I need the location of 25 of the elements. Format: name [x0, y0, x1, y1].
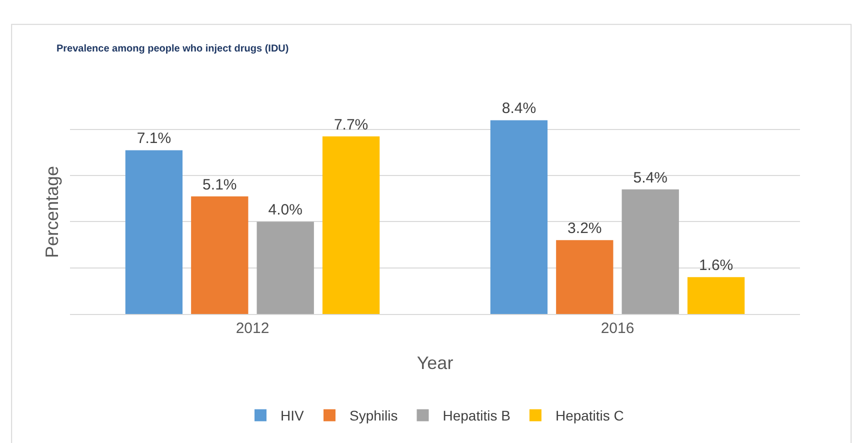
- x-tick-label: 2012: [236, 320, 270, 337]
- bar: [256, 222, 314, 314]
- y-axis-title: Percentage: [42, 166, 62, 258]
- bar: [125, 150, 183, 314]
- data-label: 1.6%: [698, 257, 734, 274]
- bar: [322, 136, 380, 314]
- chart-title: Prevalence among people who inject drugs (IDU): [56, 43, 289, 54]
- bar: [490, 120, 548, 314]
- data-label: 8.4%: [502, 100, 536, 118]
- data-label: 7.7%: [334, 116, 368, 134]
- data-label: 7.1%: [136, 130, 172, 148]
- legend-label: Hepatitis C: [555, 408, 624, 424]
- x-tick-label: 2016: [600, 320, 634, 337]
- legend-label: Hepatitis B: [442, 408, 510, 424]
- bar: [556, 240, 614, 314]
- bar: [191, 196, 248, 314]
- legend-label: HIV: [280, 408, 304, 424]
- x-axis-title: Year: [416, 353, 454, 374]
- data-label: 4.0%: [268, 202, 302, 219]
- bar: [687, 277, 745, 314]
- data-label: 5.4%: [633, 169, 668, 186]
- legend-label: Syphilis: [350, 408, 398, 424]
- data-label: 5.1%: [202, 176, 237, 194]
- data-label: 3.2%: [568, 220, 602, 238]
- bar: [622, 189, 679, 314]
